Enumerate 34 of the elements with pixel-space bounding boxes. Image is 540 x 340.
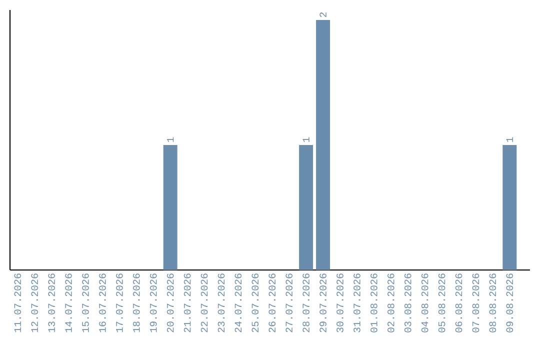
x-tick-label: 12.07.2026 [31, 274, 38, 332]
x-tick-label: 05.08.2026 [438, 274, 446, 332]
x-tick-label: 27.07.2026 [286, 274, 292, 332]
x-tick-label: 17.07.2026 [116, 274, 123, 332]
x-tick-label: 02.08.2026 [387, 274, 394, 332]
x-tick-label: 07.08.2026 [472, 274, 480, 332]
x-tick-label: 15.07.2026 [82, 274, 89, 332]
data-label: 1 [167, 137, 174, 142]
x-tick-label: 13.07.2026 [48, 274, 55, 332]
data-label: 1 [506, 137, 513, 142]
x-tick-label: 22.07.2026 [200, 274, 208, 332]
x-tick-label: 11.07.2026 [14, 274, 22, 332]
x-tick-label: 03.08.2026 [404, 274, 412, 332]
x-tick-label: 26.07.2026 [268, 274, 276, 332]
x-tick-label: 31.07.2026 [354, 274, 360, 332]
data-label: 2 [320, 12, 326, 18]
x-tick-label: 30.07.2026 [336, 274, 344, 332]
x-tick-label: 04.08.2026 [421, 274, 428, 332]
x-tick-label: 19.07.2026 [150, 274, 157, 332]
x-tick-label: 09.08.2026 [506, 274, 514, 332]
x-tick-label: 23.07.2026 [218, 274, 225, 332]
x-tick-label: 21.07.2026 [184, 274, 191, 332]
x-tick-label: 14.07.2026 [65, 274, 72, 332]
x-tick-label: 18.07.2026 [133, 274, 140, 332]
x-tick-label: 01.08.2026 [370, 274, 378, 332]
data-label: 1 [302, 137, 310, 142]
x-tick-label: 28.07.2026 [302, 274, 310, 332]
x-tick-label: 25.07.2026 [252, 274, 259, 332]
x-tick-label: 29.07.2026 [320, 274, 326, 332]
x-tick-label: 20.07.2026 [166, 274, 174, 332]
x-tick-label: 24.07.2026 [234, 274, 242, 332]
x-tick-label: 16.07.2026 [99, 274, 106, 332]
x-tick-label: 08.08.2026 [489, 274, 496, 332]
x-tick-label: 06.08.2026 [455, 274, 462, 332]
